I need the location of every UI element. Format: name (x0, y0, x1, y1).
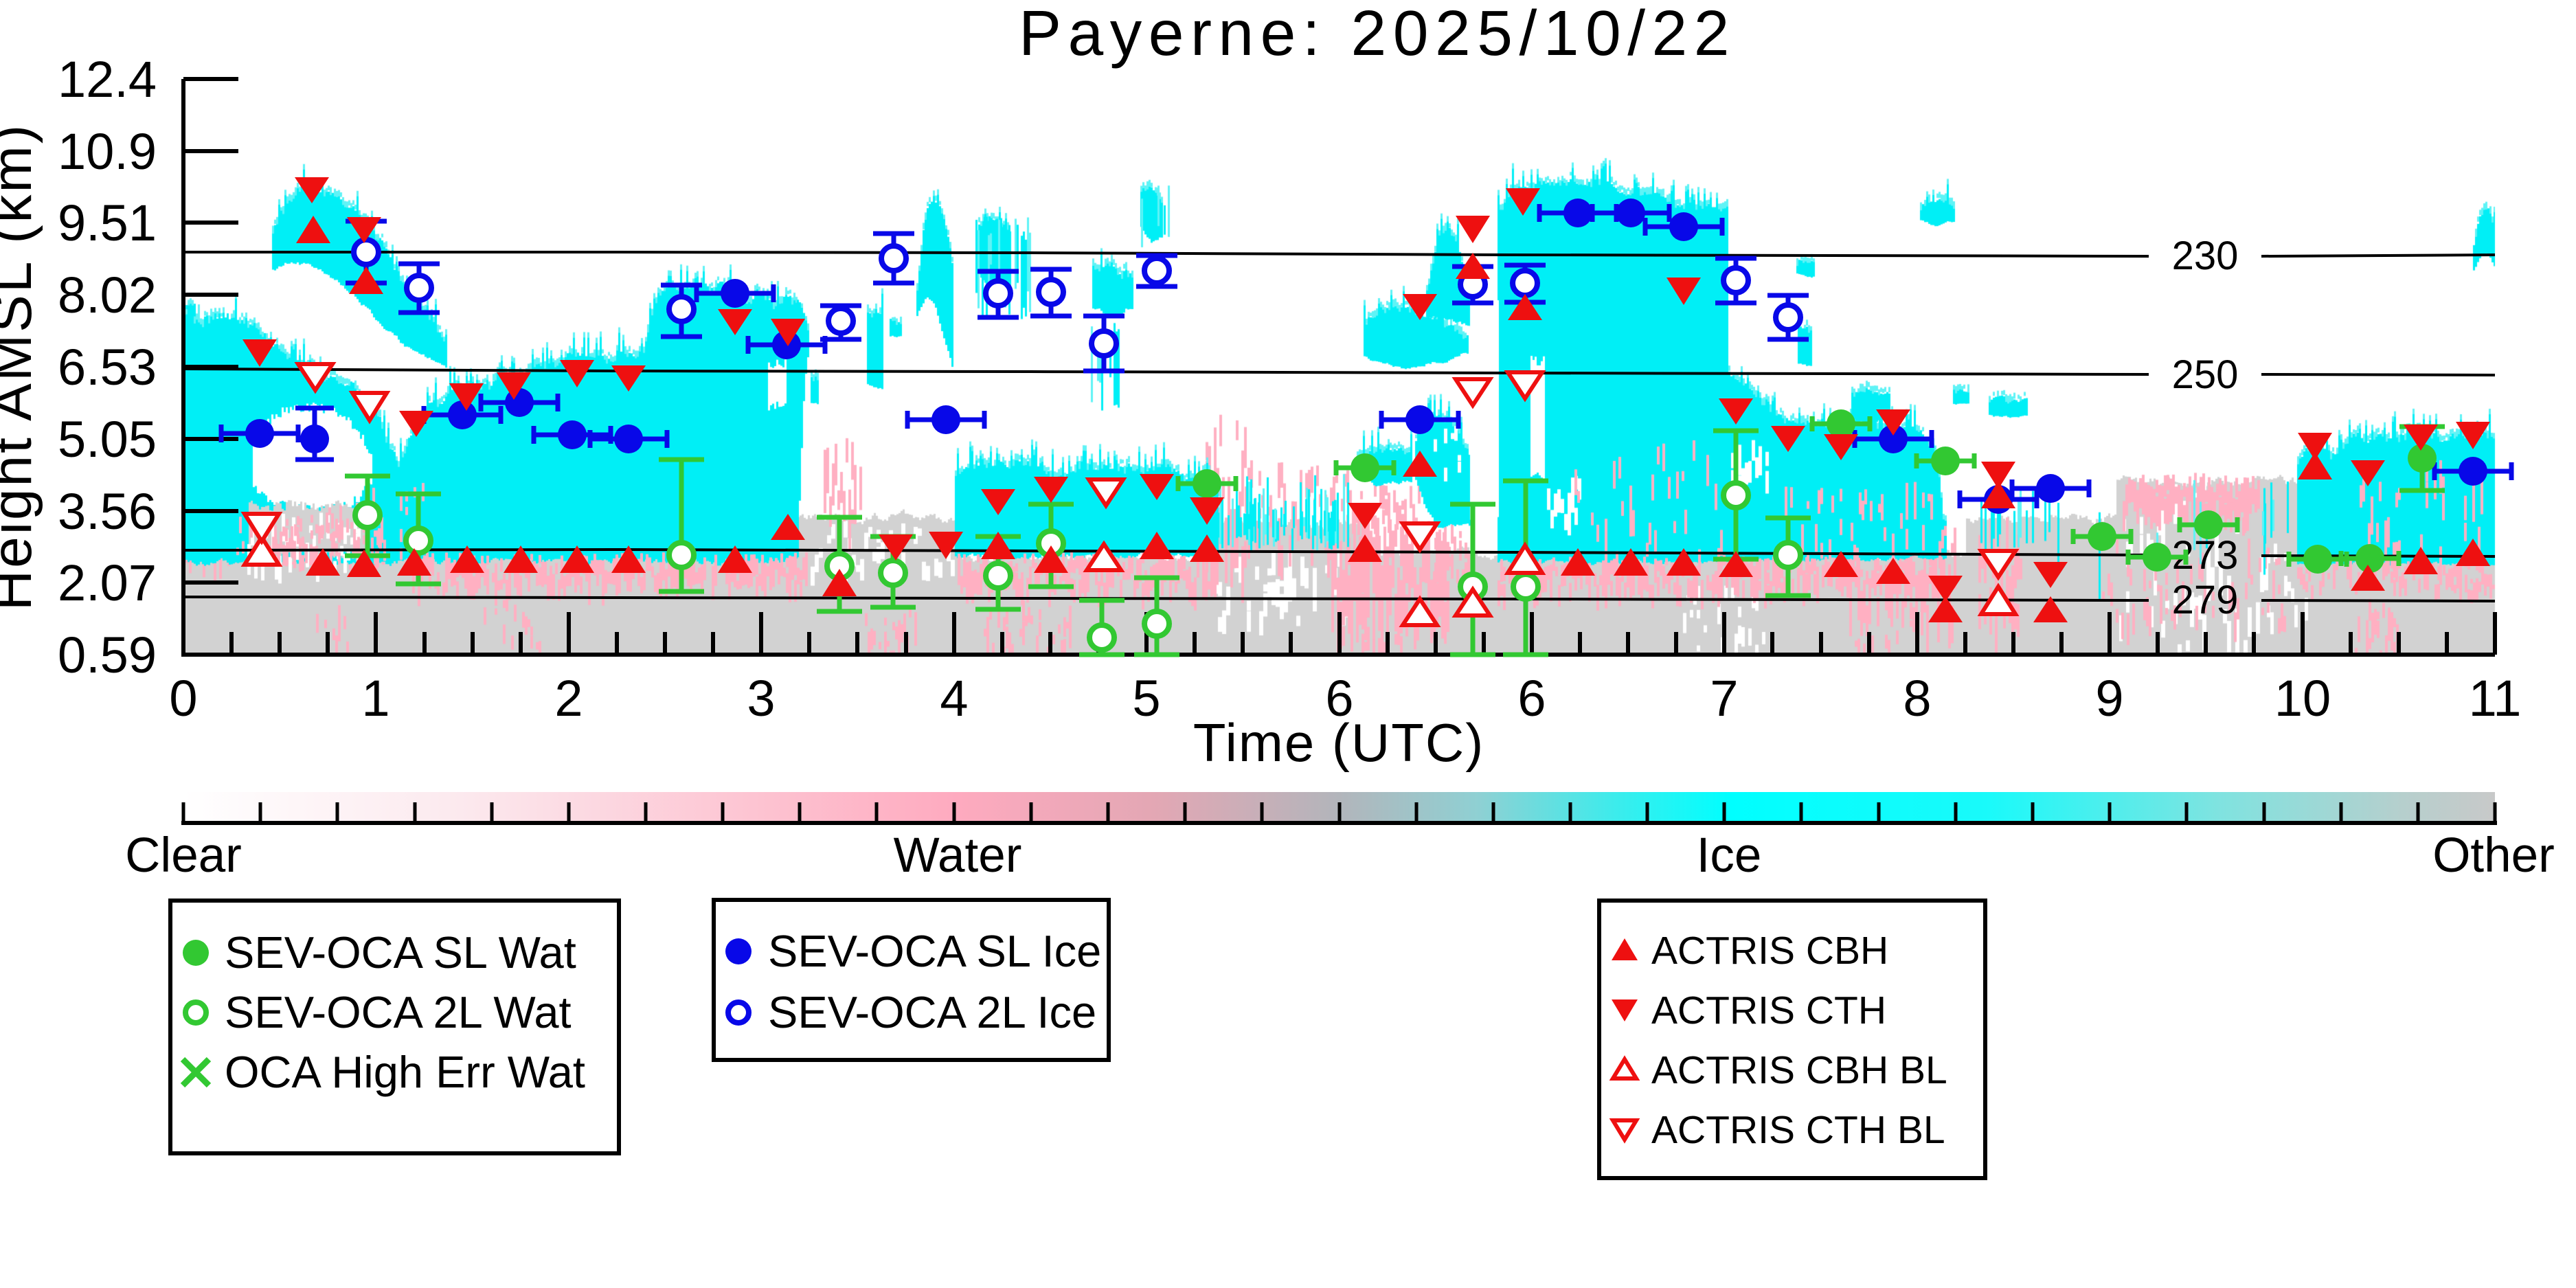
svg-text:2: 2 (554, 670, 583, 727)
svg-text:Height AMSL (km): Height AMSL (km) (0, 123, 43, 611)
svg-text:8: 8 (1903, 670, 1931, 727)
svg-text:279: 279 (2172, 578, 2239, 622)
svg-text:3.56: 3.56 (58, 483, 157, 540)
svg-text:11: 11 (2469, 670, 2522, 727)
svg-text:ACTRIS CTH: ACTRIS CTH (1651, 988, 1886, 1032)
svg-text:6.53: 6.53 (58, 339, 157, 396)
svg-text:SEV-OCA SL Wat: SEV-OCA SL Wat (225, 927, 576, 978)
svg-text:ACTRIS CBH: ACTRIS CBH (1651, 929, 1888, 973)
svg-text:9.51: 9.51 (58, 194, 157, 251)
svg-text:2.07: 2.07 (58, 554, 157, 611)
svg-text:5: 5 (1132, 670, 1160, 727)
svg-text:1: 1 (361, 670, 389, 727)
svg-text:6: 6 (1325, 670, 1353, 727)
svg-text:Water: Water (894, 828, 1022, 883)
svg-text:Clear: Clear (125, 828, 242, 883)
svg-text:4: 4 (940, 670, 968, 727)
svg-text:SEV-OCA 2L Ice: SEV-OCA 2L Ice (768, 987, 1096, 1037)
svg-text:Time (UTC): Time (UTC) (1193, 712, 1484, 773)
svg-text:6: 6 (1517, 670, 1546, 727)
svg-text:250: 250 (2172, 352, 2239, 397)
svg-text:0.59: 0.59 (58, 626, 157, 683)
svg-text:9: 9 (2095, 670, 2123, 727)
svg-text:ACTRIS CBH BL: ACTRIS CBH BL (1651, 1048, 1947, 1092)
svg-text:3: 3 (747, 670, 775, 727)
svg-text:ACTRIS CTH BL: ACTRIS CTH BL (1651, 1108, 1945, 1152)
svg-text:Other: Other (2432, 828, 2555, 883)
svg-text:SEV-OCA SL Ice: SEV-OCA SL Ice (768, 926, 1101, 976)
svg-text:12.4: 12.4 (58, 51, 157, 108)
svg-text:10: 10 (2274, 670, 2331, 727)
svg-text:Payerne: 2025/10/22: Payerne: 2025/10/22 (1019, 0, 1736, 69)
svg-text:Ice: Ice (1697, 828, 1762, 883)
svg-text:0: 0 (169, 670, 197, 727)
svg-text:OCA High Err Wat: OCA High Err Wat (225, 1047, 585, 1097)
svg-text:10.9: 10.9 (58, 123, 157, 180)
svg-text:SEV-OCA 2L Wat: SEV-OCA 2L Wat (225, 987, 572, 1037)
svg-text:8.02: 8.02 (58, 267, 157, 324)
svg-text:230: 230 (2172, 234, 2239, 278)
svg-text:5.05: 5.05 (58, 411, 157, 468)
svg-text:7: 7 (1710, 670, 1738, 727)
